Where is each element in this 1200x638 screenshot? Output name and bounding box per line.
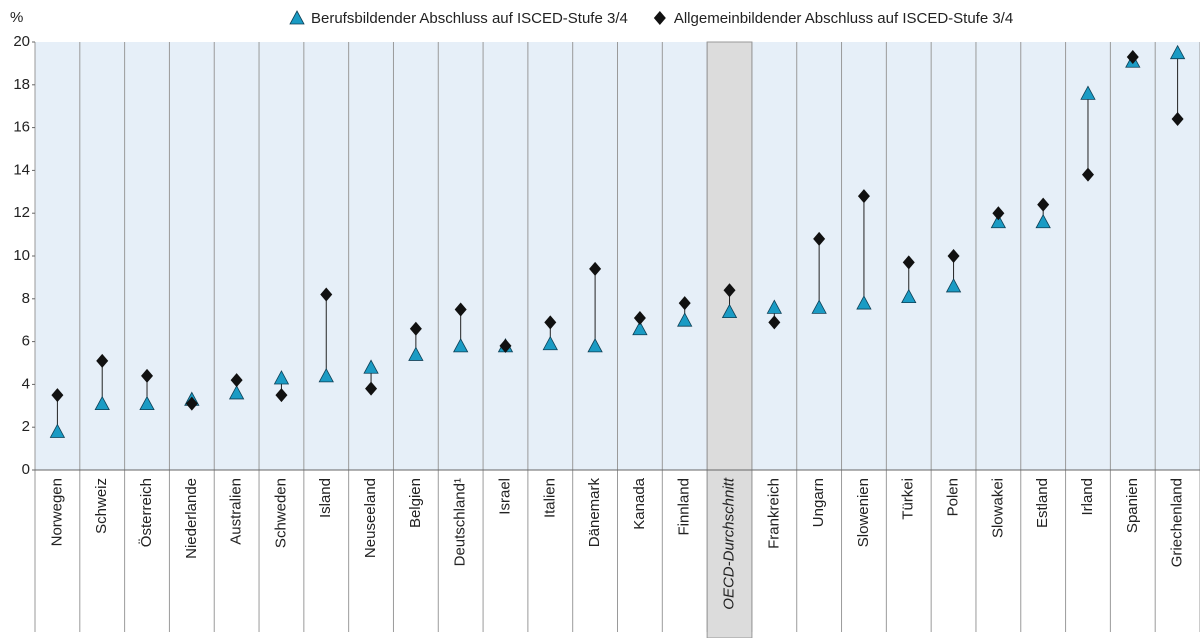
diamond-marker bbox=[320, 287, 333, 302]
y-tick-label: 8 bbox=[22, 290, 30, 307]
diamond-marker bbox=[230, 373, 243, 388]
y-tick-label: 2 bbox=[22, 418, 30, 435]
legend-marker bbox=[653, 11, 666, 25]
x-tick-label: Norwegen bbox=[48, 478, 65, 546]
diamond-marker bbox=[51, 388, 64, 403]
triangle-marker bbox=[901, 288, 917, 304]
diamond-marker bbox=[185, 396, 198, 411]
x-tick-label: Niederlande bbox=[183, 478, 200, 559]
x-tick-label: Polen bbox=[945, 478, 962, 516]
x-tick-label: Schweden bbox=[272, 478, 289, 548]
diamond-marker bbox=[1081, 167, 1094, 182]
diamond-marker bbox=[633, 311, 646, 326]
diamond-marker bbox=[454, 302, 467, 317]
diamond-marker bbox=[902, 255, 915, 270]
triangle-marker bbox=[587, 338, 603, 353]
y-tick-label: 14 bbox=[13, 161, 30, 178]
x-tick-label: Frankreich bbox=[765, 478, 782, 549]
diamond-marker bbox=[544, 315, 557, 330]
triangle-marker bbox=[677, 312, 693, 327]
x-tick-label: Italien bbox=[541, 478, 558, 518]
triangle-marker bbox=[632, 320, 648, 336]
x-tick-label: Irland bbox=[1079, 478, 1096, 516]
x-tick-label: Dänemark bbox=[586, 478, 603, 548]
diamond-marker bbox=[947, 249, 960, 263]
triangle-marker bbox=[811, 299, 827, 314]
diamond-marker bbox=[678, 296, 691, 311]
x-tick-label: Türkei bbox=[900, 478, 917, 520]
diamond-marker bbox=[723, 283, 736, 298]
triangle-marker bbox=[318, 367, 334, 383]
diamond-marker bbox=[589, 261, 602, 276]
triangle-marker bbox=[766, 299, 782, 314]
triangle-marker bbox=[408, 346, 424, 361]
diamond-marker bbox=[813, 231, 826, 246]
triangle-marker bbox=[273, 370, 290, 385]
y-tick-label: 16 bbox=[13, 119, 30, 136]
diamond-marker bbox=[1126, 49, 1139, 64]
diamond-marker bbox=[275, 388, 288, 403]
y-tick-label: 6 bbox=[22, 333, 30, 350]
diamond-marker bbox=[409, 321, 422, 336]
highlight-column bbox=[706, 41, 753, 638]
triangle-marker bbox=[228, 385, 245, 400]
triangle-marker bbox=[49, 423, 66, 438]
x-tick-label: Deutschland¹ bbox=[452, 478, 469, 566]
triangle-marker bbox=[856, 295, 872, 310]
y-axis-label: % bbox=[10, 9, 23, 26]
x-tick-label: Griechenland bbox=[1169, 478, 1186, 567]
triangle-marker bbox=[1035, 213, 1051, 229]
triangle-marker bbox=[1169, 44, 1186, 60]
triangle-marker bbox=[721, 303, 738, 319]
x-tick-label: Israel bbox=[496, 478, 513, 515]
legend-label: Allgemeinbildender Abschluss auf ISCED-S… bbox=[674, 10, 1013, 27]
diamond-marker bbox=[141, 368, 154, 383]
x-tick-label: Ungarn bbox=[810, 478, 827, 527]
x-tick-label: Island bbox=[317, 478, 334, 518]
x-tick-label: OECD-Durchschnitt bbox=[720, 477, 737, 610]
x-tick-label: Slowakei bbox=[989, 478, 1006, 538]
x-tick-label: Slowenien bbox=[855, 478, 872, 547]
legend-label: Berufsbildender Abschluss auf ISCED-Stuf… bbox=[311, 10, 628, 27]
triangle-marker bbox=[453, 338, 469, 353]
y-tick-label: 18 bbox=[13, 76, 30, 93]
diamond-marker bbox=[96, 353, 109, 368]
diamond-marker bbox=[1037, 197, 1050, 212]
y-tick-label: 12 bbox=[13, 204, 30, 221]
triangle-marker bbox=[1080, 85, 1096, 100]
legend-marker bbox=[289, 10, 305, 25]
triangle-marker bbox=[542, 335, 558, 351]
y-tick-label: 4 bbox=[22, 375, 30, 392]
diamond-marker bbox=[768, 315, 781, 330]
x-tick-label: Neuseeland bbox=[362, 478, 379, 558]
triangle-marker bbox=[94, 395, 110, 411]
diamond-marker bbox=[365, 381, 378, 396]
diamond-marker bbox=[857, 189, 870, 204]
y-tick-label: 20 bbox=[13, 33, 30, 50]
y-tick-label: 10 bbox=[13, 247, 30, 264]
triangle-marker bbox=[363, 359, 379, 374]
x-tick-label: Österreich bbox=[137, 478, 155, 547]
triangle-marker bbox=[945, 278, 962, 293]
triangle-marker bbox=[990, 213, 1007, 229]
x-tick-label: Belgien bbox=[407, 478, 424, 528]
x-tick-label: Spanien bbox=[1124, 478, 1141, 533]
diamond-marker bbox=[499, 338, 512, 353]
x-tick-label: Schweiz bbox=[93, 478, 110, 534]
triangle-marker bbox=[139, 395, 155, 411]
diamond-marker bbox=[992, 206, 1005, 221]
y-tick-label: 0 bbox=[22, 461, 30, 478]
x-tick-label: Kanada bbox=[631, 477, 648, 529]
diamond-marker bbox=[1171, 112, 1184, 127]
x-tick-label: Australien bbox=[228, 478, 245, 545]
x-tick-label: Finnland bbox=[676, 478, 693, 536]
x-tick-label: Estland bbox=[1034, 478, 1051, 528]
